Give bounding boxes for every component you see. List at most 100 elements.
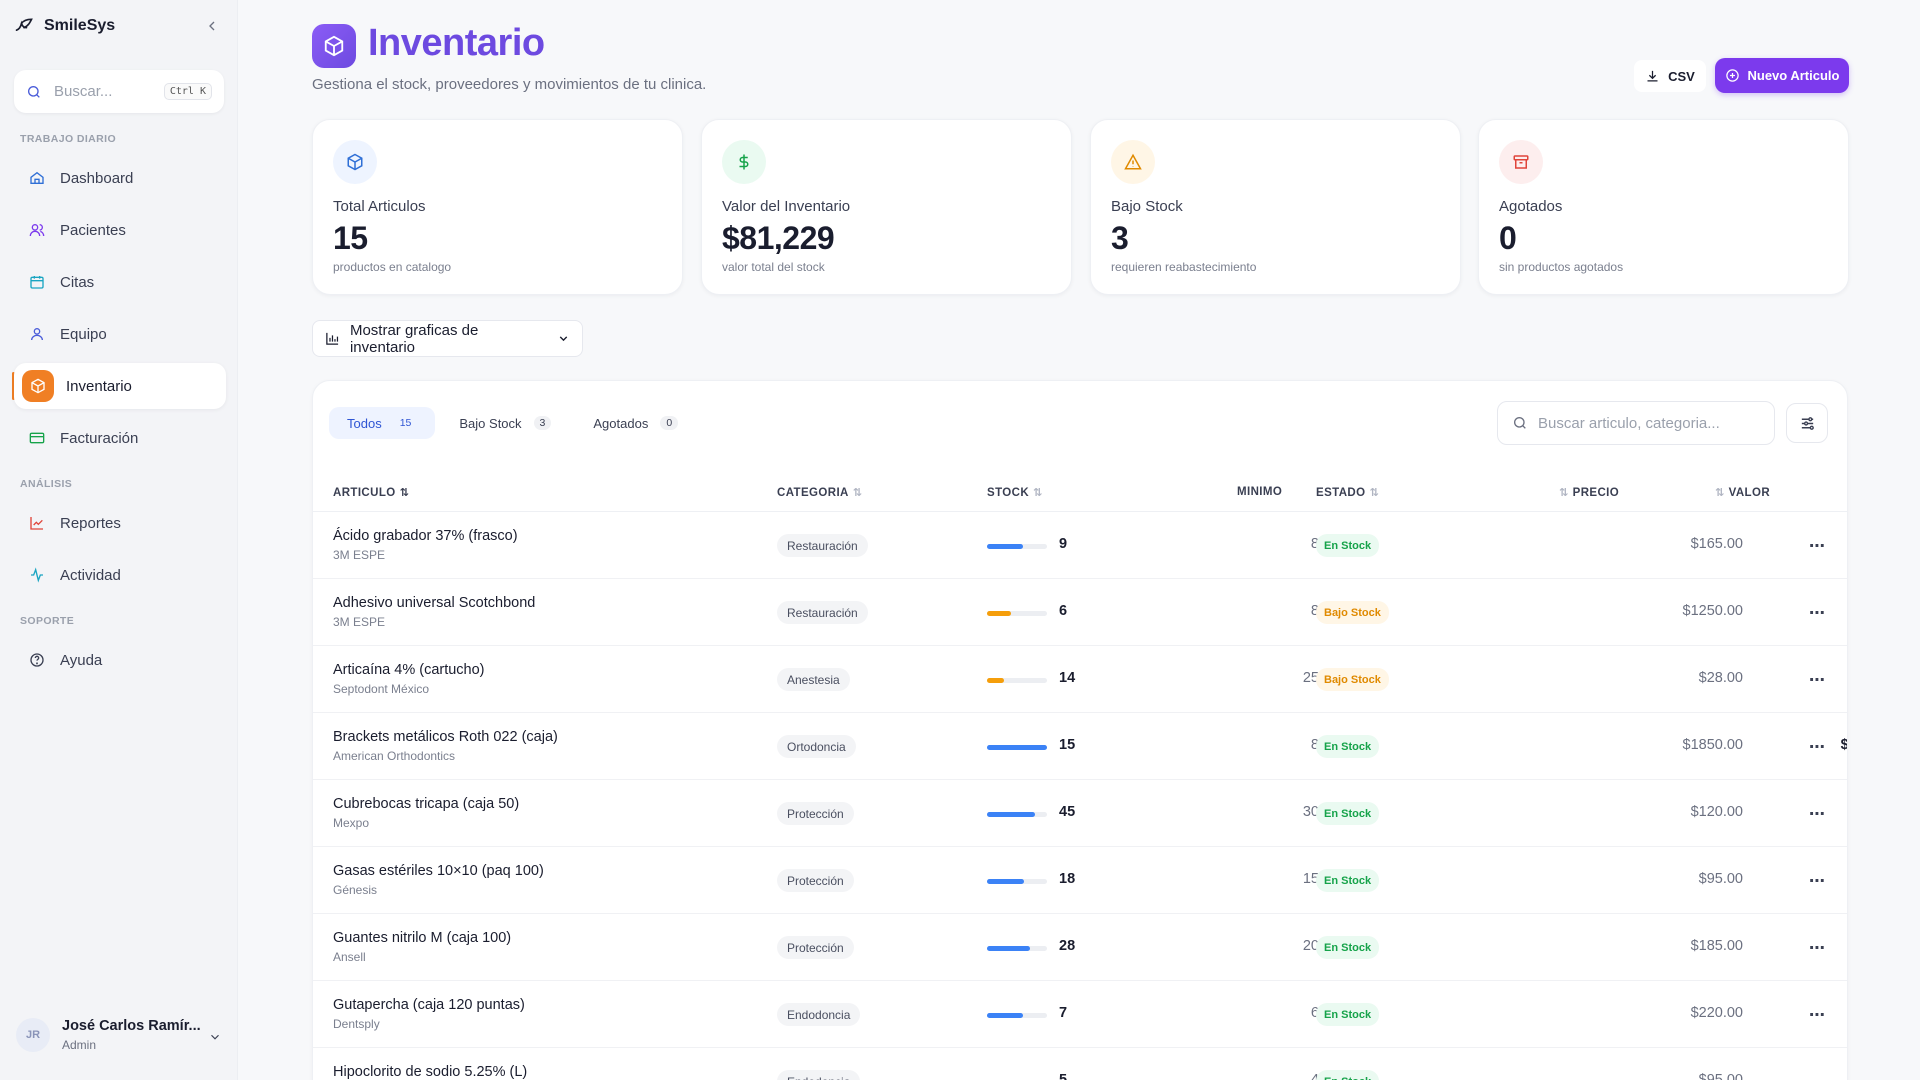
table-row[interactable]: Brackets metálicos Roth 022 (caja) Americ… (313, 713, 1847, 780)
price-value: $1850.00 (1682, 737, 1743, 753)
minimum-value: 8 (1310, 536, 1319, 552)
stock-level-fill (987, 1013, 1023, 1018)
col-categoria[interactable]: CATEGORIA ⇅ (777, 486, 862, 500)
category-badge: Ortodoncia (777, 735, 856, 758)
sort-icon: ⇅ (1715, 487, 1725, 499)
sidebar-item-citas[interactable]: Citas (14, 259, 226, 305)
stock-level-fill (987, 544, 1023, 549)
stock-value: 45 (1059, 804, 1076, 820)
sidebar-item-equipo[interactable]: Equipo (14, 311, 226, 357)
more-options-icon[interactable]: ⋯ (1809, 605, 1825, 622)
tab-agotados[interactable]: Agotados 0 (575, 407, 696, 439)
credit-card-icon (28, 429, 46, 447)
more-options-icon[interactable]: ⋯ (1809, 806, 1825, 823)
tab-count: 0 (660, 416, 679, 430)
table-row[interactable]: Articaína 4% (cartucho) Septodont México A… (313, 646, 1847, 713)
tab-label: Todos (347, 415, 382, 431)
new-article-button[interactable]: Nuevo Articulo (1715, 58, 1849, 93)
table-row[interactable]: Cubrebocas tricapa (caja 50) Mexpo Protecc… (313, 780, 1847, 847)
user-menu[interactable]: JR José Carlos Ramír... Admin (16, 1018, 201, 1052)
user-icon (28, 325, 46, 343)
section-label-trabajo: TRABAJO DIARIO (20, 133, 117, 145)
minimum-value: 25 (1302, 670, 1319, 686)
table-search-placeholder: Buscar articulo, categoria... (1538, 414, 1720, 432)
sidebar-item-label: Reportes (60, 514, 121, 532)
item-name: Cubrebocas tricapa (caja 50) (333, 796, 520, 812)
price-value: $95.00 (1698, 871, 1743, 887)
archive-icon (1499, 140, 1543, 184)
tab-bajo-stock[interactable]: Bajo Stock 3 (441, 407, 569, 439)
price-value: $220.00 (1690, 1005, 1743, 1021)
sidebar-item-actividad[interactable]: Actividad (14, 552, 226, 598)
export-csv-button[interactable]: CSV (1634, 60, 1706, 92)
table-row[interactable]: Adhesivo universal Scotchbond 3M ESPE Rest… (313, 579, 1847, 646)
col-precio[interactable]: ⇅ PRECIO (1559, 486, 1619, 500)
stat-value: 3 (1111, 220, 1129, 256)
table-row[interactable]: Guantes nitrilo M (caja 100) Ansell Protec… (313, 914, 1847, 981)
search-icon (28, 85, 40, 98)
tab-todos[interactable]: Todos 15 (329, 407, 436, 439)
more-options-icon[interactable]: ⋯ (1809, 739, 1825, 756)
table-search-input[interactable]: Buscar articulo, categoria... (1497, 401, 1775, 445)
stat-subtext: requieren reabastecimiento (1111, 260, 1257, 274)
sidebar-item-label: Inventario (66, 377, 132, 395)
section-label-analisis: ANÁLISIS (20, 478, 73, 490)
stat-value: 15 (333, 220, 368, 256)
users-icon (28, 221, 46, 239)
item-name: Guantes nitrilo M (caja 100) (333, 930, 512, 946)
table-row[interactable]: Gasas estériles 10×10 (paq 100) Génesis Pr… (313, 847, 1847, 914)
page-subtitle: Gestiona el stock, proveedores y movimie… (312, 76, 707, 93)
table-row[interactable]: Ácido grabador 37% (frasco) 3M ESPE Restau… (313, 512, 1847, 579)
app-name: SmileSys (44, 17, 116, 34)
col-label: ESTADO (1316, 486, 1366, 499)
stat-subtext: valor total del stock (722, 260, 825, 274)
item-name: Ácido grabador 37% (frasco) (333, 528, 518, 544)
inventory-table-panel: Todos 15 Bajo Stock 3 Agotados 0 Buscar … (312, 380, 1848, 1080)
download-icon (1647, 70, 1658, 81)
more-options-icon[interactable]: ⋯ (1809, 940, 1825, 957)
sidebar-item-label: Citas (60, 273, 95, 291)
filter-tabs: Todos 15 Bajo Stock 3 Agotados 0 (329, 407, 696, 439)
col-stock[interactable]: STOCK ⇅ (987, 486, 1043, 500)
col-valor[interactable]: ⇅ VALOR (1715, 486, 1770, 500)
category-badge: Anestesia (777, 668, 850, 691)
sidebar-item-facturacion[interactable]: Facturación (14, 415, 226, 461)
more-options-icon[interactable]: ⋯ (1805, 1070, 1829, 1080)
tab-count: 15 (399, 417, 412, 429)
more-options-icon[interactable]: ⋯ (1809, 538, 1825, 555)
table-row[interactable]: Hipoclorito de sodio 5.25% (L) Endodoncia… (313, 1048, 1847, 1080)
chevron-down-icon[interactable] (208, 1030, 222, 1044)
stock-level-fill (987, 812, 1035, 817)
more-options-icon[interactable]: ⋯ (1809, 1007, 1825, 1024)
col-articulo[interactable]: ARTICULO ⇅ (333, 486, 409, 500)
col-estado[interactable]: ESTADO ⇅ (1316, 486, 1379, 500)
sidebar-search[interactable]: Buscar... Ctrl K (14, 70, 224, 113)
item-supplier: 3M ESPE (333, 615, 386, 629)
more-options-icon[interactable]: ⋯ (1809, 873, 1825, 890)
sidebar-item-ayuda[interactable]: Ayuda (14, 637, 226, 683)
sidebar-item-reportes[interactable]: Reportes (14, 500, 226, 546)
brand[interactable]: SmileSys (14, 16, 115, 36)
filter-settings-button[interactable] (1786, 403, 1828, 443)
status-badge: En Stock (1316, 1003, 1380, 1026)
category-badge: Endodoncia (777, 1003, 861, 1026)
sidebar-item-dashboard[interactable]: Dashboard (14, 155, 226, 201)
stat-value: $81,229 (722, 220, 835, 256)
item-name: Gasas estériles 10×10 (paq 100) (333, 863, 544, 879)
item-name: Articaína 4% (cartucho) (333, 662, 485, 678)
tab-label: Agotados (593, 415, 649, 431)
sidebar-item-pacientes[interactable]: Pacientes (14, 207, 226, 253)
collapse-sidebar-icon[interactable] (204, 18, 220, 34)
category-badge: Protección (777, 802, 854, 825)
new-article-label: Nuevo Articulo (1747, 68, 1840, 83)
page-title: Inventario (368, 22, 545, 64)
package-icon (22, 370, 54, 402)
show-charts-toggle[interactable]: Mostrar graficas de inventario (312, 320, 583, 357)
search-placeholder: Buscar... (54, 83, 113, 100)
col-minimo: MINIMO (1237, 486, 1282, 498)
table-row[interactable]: Gutapercha (caja 120 puntas) Dentsply Endo… (313, 981, 1847, 1048)
sidebar-item-inventario[interactable]: Inventario (14, 363, 226, 409)
chevron-down-icon (559, 336, 568, 342)
minimum-value: 8 (1310, 737, 1319, 753)
more-options-icon[interactable]: ⋯ (1809, 672, 1825, 689)
